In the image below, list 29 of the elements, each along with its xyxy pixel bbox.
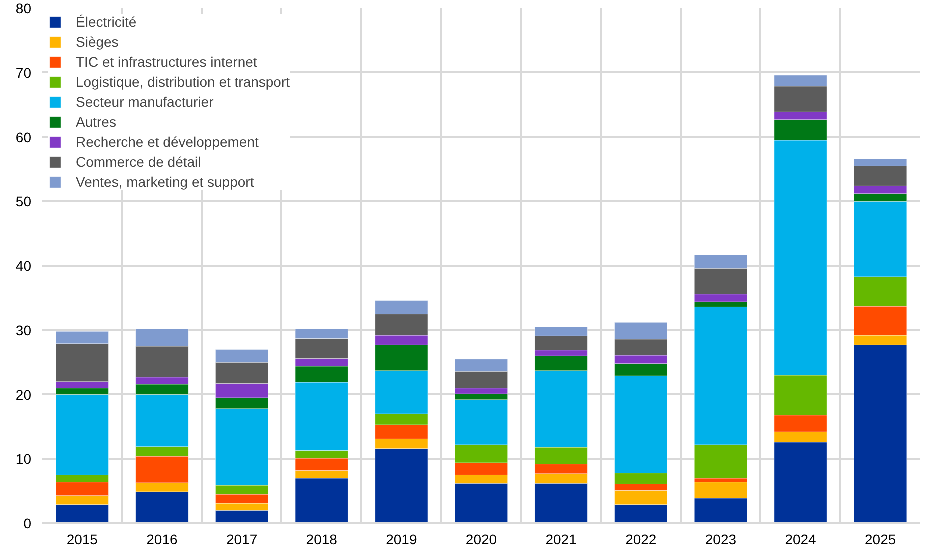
x-tick-label: 2020 [466, 532, 498, 548]
legend-label: Logistique, distribution et transport [76, 74, 290, 90]
x-tick-label: 2021 [546, 532, 578, 548]
legend-label: Commerce de détail [76, 154, 202, 170]
y-tick-label: 80 [16, 0, 32, 16]
x-tick-label: 2025 [865, 532, 896, 548]
x-tick-label: 2017 [226, 532, 258, 548]
x-tick-label: 2018 [306, 532, 338, 548]
legend-label: Secteur manufacturier [76, 94, 214, 110]
legend-label: TIC et infrastructures internet [76, 54, 258, 70]
x-tick-label: 2022 [626, 532, 657, 548]
x-tick-label: 2019 [386, 532, 418, 548]
legend-label: Recherche et développement [76, 134, 259, 150]
y-tick-label: 30 [16, 322, 32, 338]
y-tick-label: 20 [16, 386, 32, 403]
legend-label: Autres [76, 114, 116, 130]
x-tick-label: 2016 [146, 532, 178, 548]
y-tick-label: 10 [16, 451, 32, 468]
y-tick-label: 60 [16, 129, 32, 146]
legend-label: Électricité [76, 14, 137, 30]
y-tick-label: 70 [16, 64, 32, 81]
x-tick-label: 2023 [705, 532, 737, 548]
y-tick-label: 0 [24, 516, 32, 532]
legend-label: Sièges [76, 34, 119, 50]
y-tick-label: 50 [16, 194, 32, 210]
x-tick-label: 2024 [785, 532, 817, 548]
y-tick-label: 40 [16, 258, 32, 274]
legend-label: Ventes, marketing et support [76, 174, 254, 190]
x-tick-label: 2015 [66, 532, 98, 548]
